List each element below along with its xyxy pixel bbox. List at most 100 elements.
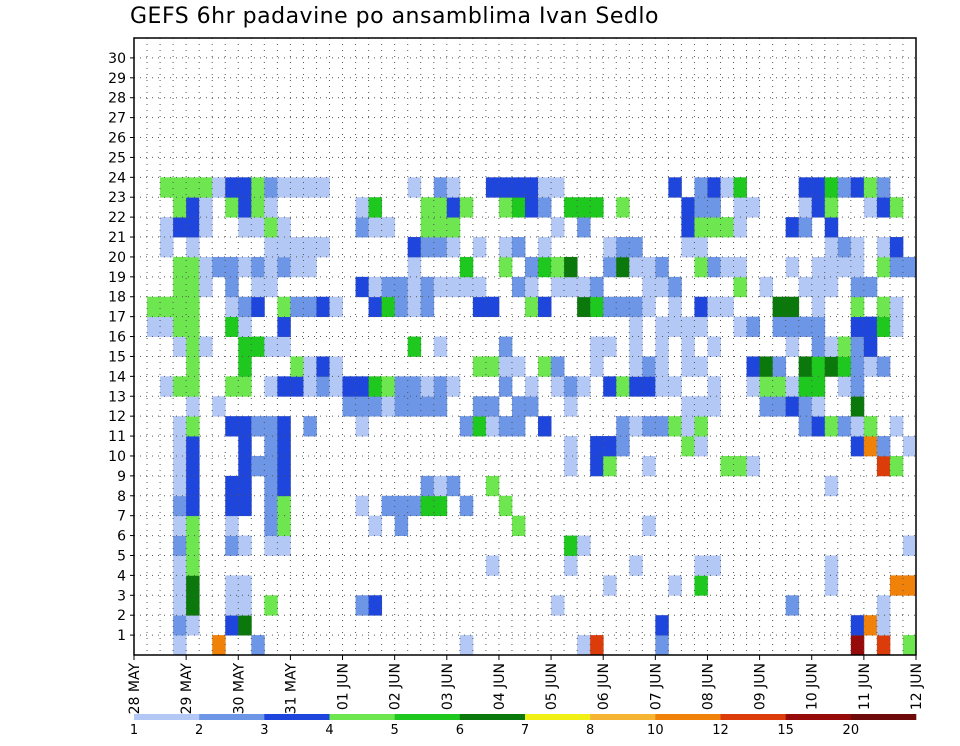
heat-cell <box>238 475 252 497</box>
heat-cell <box>655 635 669 656</box>
heat-cell <box>355 595 369 616</box>
heat-cell <box>511 237 526 258</box>
heat-cell <box>577 296 591 318</box>
heat-cell <box>147 316 161 337</box>
heat-cell <box>850 436 865 457</box>
heat-cell <box>811 296 826 318</box>
heat-cell <box>407 276 422 298</box>
heat-cell <box>629 555 643 576</box>
heat-cell <box>785 595 800 616</box>
heat-cell <box>590 455 604 477</box>
heat-cell <box>798 177 813 198</box>
heat-cell <box>564 396 578 417</box>
heat-cell <box>863 316 878 337</box>
heat-cell <box>472 396 487 417</box>
heat-cell <box>238 177 252 198</box>
heat-cell <box>238 356 252 377</box>
heat-cell <box>290 356 304 377</box>
heat-cell <box>616 436 630 457</box>
heat-cell <box>173 376 187 397</box>
heat-cell <box>746 316 760 337</box>
heat-cell <box>772 376 787 397</box>
heat-cell <box>355 376 369 397</box>
heat-cell <box>668 575 682 596</box>
heat-cell <box>824 276 839 298</box>
heat-cell <box>186 615 200 636</box>
heat-cell <box>733 276 747 298</box>
heat-cell <box>186 237 200 258</box>
heat-cell <box>850 356 865 377</box>
heat-cell <box>655 376 669 397</box>
heat-cell <box>394 296 409 318</box>
heat-cell <box>290 177 304 198</box>
heat-cell <box>863 356 878 377</box>
heat-cell <box>238 535 252 556</box>
heat-cell <box>277 455 291 477</box>
heat-cell <box>173 495 187 517</box>
heat-cell <box>720 455 734 477</box>
heat-cell <box>889 197 904 218</box>
heat-cell <box>902 436 917 457</box>
heat-cell <box>251 296 265 318</box>
x-tick-label: 11 JUN <box>857 663 873 710</box>
heat-cell <box>225 535 239 556</box>
heat-cell <box>525 376 539 397</box>
heat-cell <box>720 217 734 238</box>
heat-cell <box>603 256 617 278</box>
heat-cell <box>863 276 878 298</box>
heat-cell <box>342 376 356 397</box>
heat-cell <box>303 237 317 258</box>
y-tick-label: 24 <box>108 170 126 186</box>
heat-cell <box>498 177 513 198</box>
heat-cell <box>407 396 422 417</box>
y-tick-label: 21 <box>108 230 126 246</box>
heat-cell <box>355 276 369 298</box>
heat-cell <box>173 177 187 198</box>
heat-cell <box>355 416 369 437</box>
heat-cell <box>577 535 591 556</box>
x-tick-label: 07 JUN <box>648 663 664 710</box>
heat-cell <box>525 177 539 198</box>
heat-cell <box>368 276 383 298</box>
heat-cell <box>681 416 695 437</box>
y-tick-label: 23 <box>108 190 126 206</box>
heat-cell <box>759 276 774 298</box>
heat-cell <box>746 356 760 377</box>
colorbar-label: 5 <box>391 723 399 738</box>
heat-cell <box>551 276 565 298</box>
y-tick-label: 10 <box>108 449 126 465</box>
heat-cell <box>186 535 200 556</box>
heat-cell <box>538 416 552 437</box>
heat-cell <box>173 455 187 477</box>
heat-cell <box>446 197 461 218</box>
heat-cell <box>485 356 500 377</box>
heat-cell <box>837 376 852 397</box>
heat-cell <box>603 575 617 596</box>
heat-cell <box>173 575 187 596</box>
heat-cell <box>433 495 448 517</box>
heat-cell <box>785 396 800 417</box>
heat-cell <box>850 416 865 437</box>
heat-cell <box>681 197 695 218</box>
heat-cell <box>355 197 369 218</box>
heat-cell <box>798 356 813 377</box>
heat-cell <box>824 336 839 357</box>
heat-cell <box>668 416 682 437</box>
heat-cell <box>759 356 774 377</box>
heat-cell <box>147 296 161 318</box>
heat-cell <box>277 416 291 437</box>
heat-cell <box>629 316 643 337</box>
heat-cell <box>668 276 682 298</box>
heat-cell <box>694 316 708 337</box>
heat-cell <box>277 376 291 397</box>
heat-cell <box>642 376 656 397</box>
heat-cell <box>277 316 291 337</box>
heat-cell <box>551 595 565 616</box>
heat-cell <box>694 197 708 218</box>
heat-cell <box>538 197 552 218</box>
heat-cell <box>772 296 787 318</box>
heat-cell <box>238 575 252 596</box>
heat-cell <box>251 217 265 238</box>
heat-cell <box>655 256 669 278</box>
heat-cell <box>902 535 917 556</box>
